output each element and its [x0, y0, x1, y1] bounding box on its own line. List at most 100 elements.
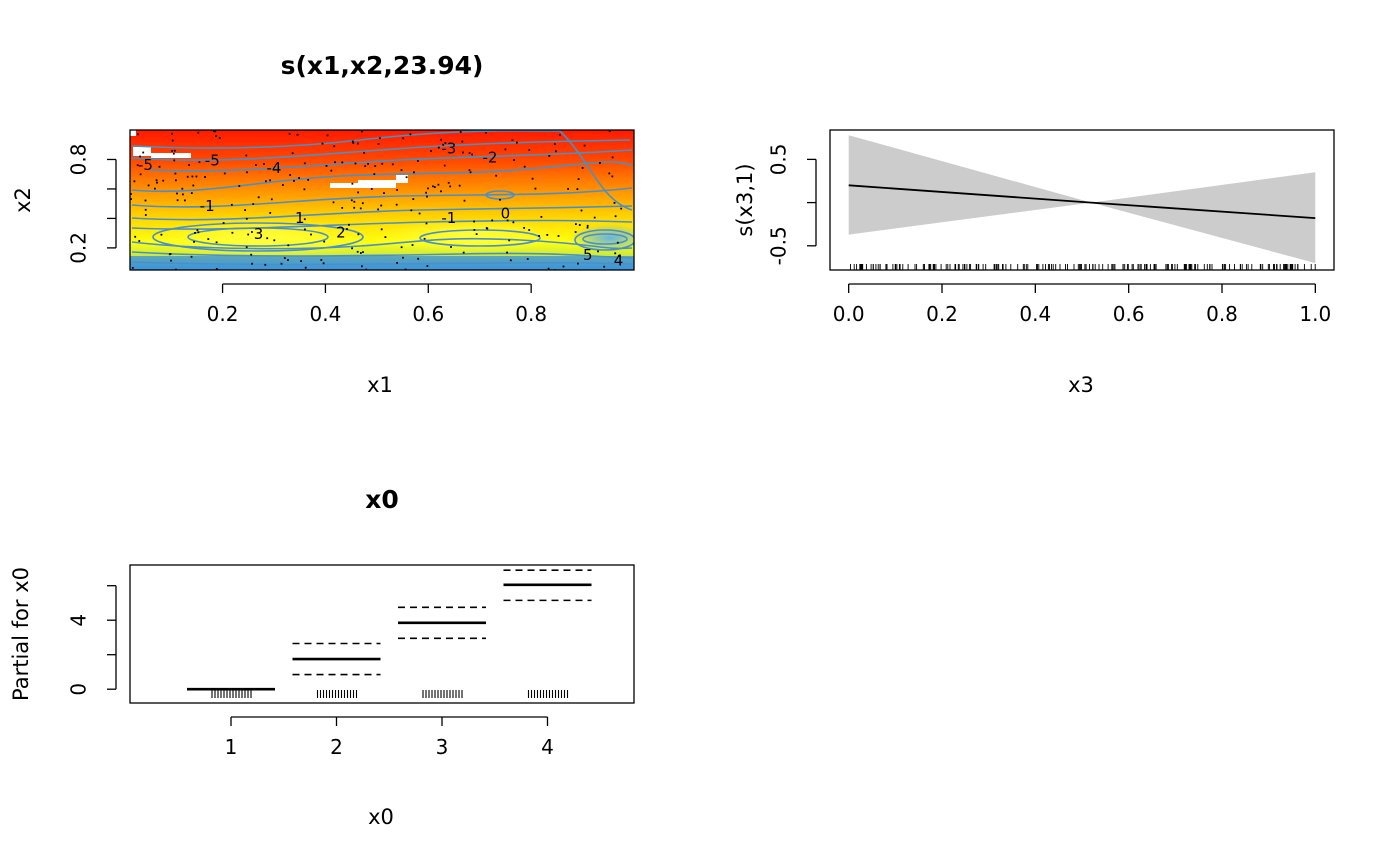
data-point: [380, 204, 383, 207]
data-point: [506, 219, 509, 222]
data-point: [360, 252, 362, 254]
panel3-x-axis: 1 2 3 4: [225, 716, 554, 759]
data-point: [291, 152, 294, 155]
contour-lines: [131, 130, 634, 266]
data-point: [212, 130, 215, 132]
data-point: [289, 174, 291, 176]
data-point: [215, 268, 218, 270]
data-point: [447, 181, 450, 184]
data-point: [586, 226, 589, 229]
contour-label: 4: [614, 252, 624, 270]
data-point: [333, 145, 336, 148]
data-point: [359, 207, 362, 210]
data-point: [509, 259, 512, 262]
data-point: [506, 251, 508, 254]
data-point: [442, 143, 445, 146]
data-point: [263, 163, 265, 165]
data-point: [410, 209, 413, 212]
data-point: [307, 179, 310, 181]
data-point: [269, 212, 272, 214]
data-point: [287, 259, 289, 261]
data-point: [191, 175, 194, 178]
data-point: [197, 131, 200, 134]
contour-label: 2: [336, 224, 346, 242]
x-tick-label: 0.2: [926, 302, 958, 326]
data-point: [304, 266, 307, 269]
data-point: [508, 239, 511, 242]
data-point: [198, 161, 201, 164]
data-point: [491, 219, 494, 222]
data-point: [526, 258, 529, 260]
data-point: [558, 134, 561, 136]
data-point: [616, 241, 619, 244]
data-point: [553, 143, 556, 145]
data-point: [427, 187, 429, 190]
fit-line: [848, 184, 1316, 219]
data-point: [265, 180, 267, 183]
contour-label: -4: [267, 159, 282, 177]
data-point: [523, 165, 526, 168]
data-point: [608, 172, 611, 175]
data-point: [172, 152, 175, 155]
data-point: [412, 198, 415, 200]
x-tick-label: 0.2: [207, 302, 239, 326]
data-point: [413, 171, 415, 174]
data-point: [363, 151, 365, 154]
data-point: [461, 140, 464, 143]
data-point: [320, 259, 323, 261]
data-point: [379, 137, 381, 140]
data-point: [395, 203, 398, 206]
y-tick-label: -0.5: [767, 226, 791, 265]
data-point: [449, 185, 452, 188]
data-point: [296, 133, 299, 136]
data-point: [264, 263, 267, 266]
data-point: [463, 199, 466, 202]
x-tick-label: 1.0: [1299, 302, 1331, 326]
data-point: [475, 233, 478, 235]
data-point: [351, 247, 353, 250]
data-point: [459, 131, 462, 133]
x-tick-label: 0.6: [1113, 302, 1145, 326]
data-point: [176, 199, 179, 202]
data-point: [575, 223, 577, 225]
x-tick-label: 0.0: [833, 302, 865, 326]
data-point: [170, 259, 172, 262]
x-tick-label: 2: [330, 735, 343, 759]
y-tick-label: 0: [67, 683, 91, 696]
data-point: [207, 238, 210, 240]
data-point: [173, 159, 176, 162]
rug-marks: [850, 264, 1316, 270]
data-point: [468, 152, 471, 154]
data-point: [133, 180, 136, 183]
data-point: [485, 227, 488, 229]
data-point: [504, 148, 507, 151]
data-point: [473, 229, 476, 231]
data-point: [139, 173, 142, 176]
data-point: [574, 231, 577, 233]
data-point: [540, 216, 543, 218]
contour-label: -5: [138, 156, 153, 174]
data-point: [193, 241, 195, 243]
y-tick-label: 0.5: [767, 143, 791, 175]
data-point: [230, 203, 233, 206]
data-point: [190, 255, 193, 258]
data-point: [370, 188, 373, 190]
data-point: [182, 193, 184, 196]
data-point: [155, 179, 158, 182]
data-point: [215, 135, 217, 137]
data-point: [176, 192, 178, 195]
data-point: [603, 265, 606, 268]
panel2-ylabel: s(x3,1): [733, 163, 757, 236]
data-point: [430, 150, 432, 152]
data-point: [567, 188, 569, 190]
y-tick-label: 4: [67, 614, 91, 627]
data-point: [362, 251, 364, 253]
data-point: [620, 207, 623, 210]
data-point: [437, 146, 440, 149]
data-point: [548, 155, 551, 157]
data-point: [578, 224, 581, 226]
x-tick-label: 4: [541, 735, 554, 759]
contour-label: -1: [441, 209, 456, 227]
data-point: [303, 162, 306, 165]
